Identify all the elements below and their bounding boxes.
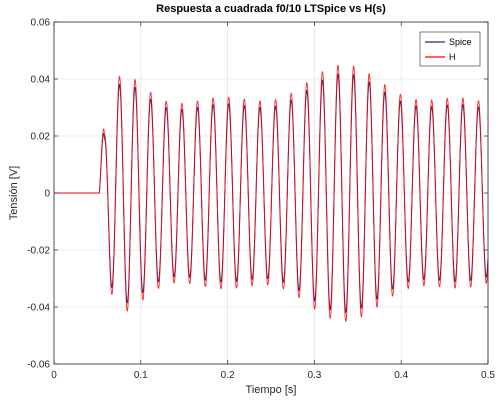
x-axis: 0 0.1 0.2 0.3 0.4 0.5: [51, 22, 495, 381]
series-line-h: [54, 64, 488, 323]
x-axis-title: Tiempo [s]: [246, 384, 297, 396]
chart-title: Respuesta a cuadrada f0/10 LTSpice vs H(…: [156, 3, 386, 15]
x-tick-label: 0: [51, 370, 57, 381]
y-tick-label: -0.02: [27, 246, 50, 257]
x-tick-label: 0.1: [134, 370, 148, 381]
x-tick-label: 0.3: [307, 370, 321, 381]
x-tick-label: 0.5: [481, 370, 495, 381]
y-tick-label: 0: [44, 189, 50, 200]
plot-area: [53, 21, 489, 365]
y-axis-title: Tensión [V]: [8, 166, 20, 220]
y-tick-label: -0.06: [27, 360, 50, 371]
legend-label-spice: Spice: [449, 37, 472, 47]
y-tick-label: 0.04: [31, 75, 51, 86]
y-tick-label: -0.04: [27, 303, 50, 314]
y-axis: -0.06 -0.04 -0.02 0 0.02 0.04 0.06: [27, 18, 488, 371]
x-tick-label: 0.2: [221, 370, 235, 381]
x-tick-label: 0.4: [394, 370, 408, 381]
series-group: [54, 64, 488, 323]
legend-box: [419, 31, 481, 67]
legend: Spice H: [419, 31, 481, 67]
y-tick-label: 0.02: [31, 132, 51, 143]
y-tick-label: 0.06: [31, 18, 51, 29]
legend-label-h: H: [449, 52, 456, 62]
